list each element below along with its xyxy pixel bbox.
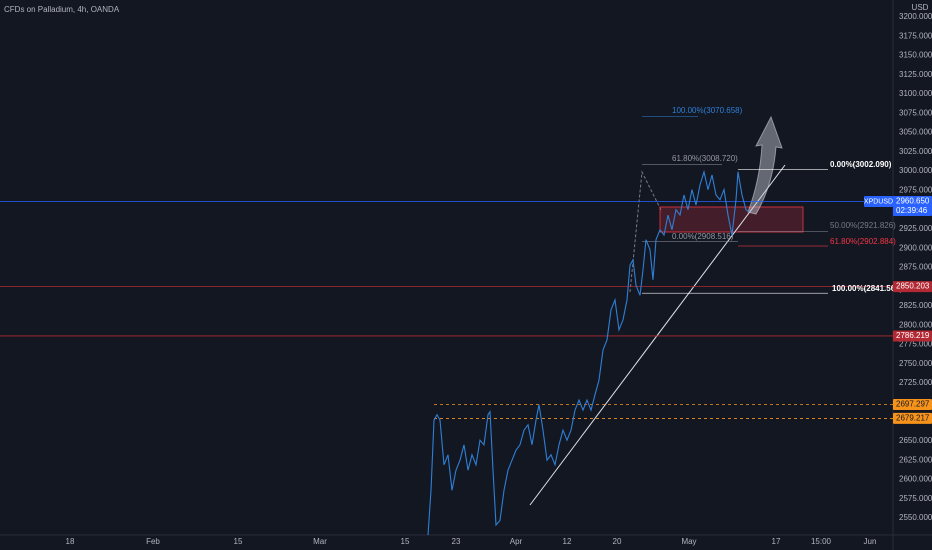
y-tick-label: 3075.000 — [899, 108, 932, 117]
x-tick-label: Feb — [146, 537, 160, 546]
x-tick-label: 23 — [452, 537, 461, 546]
price-label: 2679.217 — [896, 414, 930, 423]
y-tick-label: 2975.000 — [899, 186, 932, 195]
y-tick-label: 2775.000 — [899, 340, 932, 349]
price-series — [427, 169, 750, 536]
price-label-box — [893, 330, 932, 342]
countdown: 02:39:46 — [896, 206, 928, 215]
y-tick-label: 3175.000 — [899, 31, 932, 40]
y-tick-label: 2575.000 — [899, 494, 932, 503]
y-tick-label: 3025.000 — [899, 147, 932, 156]
y-tick-label: 2625.000 — [899, 455, 932, 464]
y-tick-label: 2725.000 — [899, 378, 932, 387]
chart-title: CFDs on Palladium, 4h, OANDA — [4, 5, 120, 14]
price-label-box — [893, 281, 932, 293]
fib-label: 100.00%(2841.562) — [832, 284, 903, 293]
y-tick-label: 2750.000 — [899, 359, 932, 368]
y-tick-label: 3150.000 — [899, 51, 932, 60]
y-tick-label: 2650.000 — [899, 436, 932, 445]
x-tick-label: 17 — [772, 537, 781, 546]
x-tick-label: Apr — [510, 537, 523, 546]
x-tick-label: 15 — [401, 537, 410, 546]
fib-label: 50.00%(2921.826) — [830, 221, 896, 230]
y-tick-label: 3100.000 — [899, 89, 932, 98]
price-label: 2960.650 — [896, 197, 930, 206]
x-tick-label: 18 — [66, 537, 75, 546]
zigzag — [629, 170, 663, 293]
x-tick-label: 20 — [613, 537, 622, 546]
fib-label: 0.00%(3002.090) — [830, 160, 892, 169]
y-tick-label: 3200.000 — [899, 12, 932, 21]
fib-label: 0.00%(2908.516) — [672, 232, 734, 241]
y-tick-label: 3000.000 — [899, 166, 932, 175]
y-tick-label: 2550.000 — [899, 513, 932, 522]
y-tick-label: 2900.000 — [899, 243, 932, 252]
price-label: 2697.297 — [896, 400, 930, 409]
price-label-box — [893, 412, 932, 424]
x-tick-label: Jun — [864, 537, 877, 546]
y-tick-label: 3125.000 — [899, 70, 932, 79]
y-tick-label: 2875.000 — [899, 263, 932, 272]
symbol-box — [864, 195, 893, 207]
axis-unit: USD — [912, 3, 929, 12]
x-tick-label: 15 — [234, 537, 243, 546]
fib-label: 61.80%(2902.884) — [830, 237, 896, 246]
arrow — [747, 115, 783, 215]
symbol-label: XPDUSD — [864, 198, 893, 205]
price-label: 2786.219 — [896, 331, 930, 340]
fib-label: 100.00%(3070.658) — [672, 106, 743, 115]
price-label-box — [893, 398, 932, 410]
y-tick-label: 2600.000 — [899, 475, 932, 484]
y-tick-label: 2800.000 — [899, 320, 932, 329]
y-tick-label: 2925.000 — [899, 224, 932, 233]
x-tick-label: Mar — [313, 537, 327, 546]
x-tick-label: 15:00 — [811, 537, 832, 546]
trend-line — [529, 164, 786, 506]
price-label-box — [893, 195, 932, 216]
fib-label: 61.80%(3008.720) — [672, 154, 738, 163]
y-tick-label: 2825.000 — [899, 301, 932, 310]
price-label: 2850.203 — [896, 282, 930, 291]
x-tick-label: May — [681, 537, 696, 546]
zone-box — [659, 206, 804, 233]
x-tick-label: 12 — [563, 537, 572, 546]
y-tick-label: 3050.000 — [899, 128, 932, 137]
